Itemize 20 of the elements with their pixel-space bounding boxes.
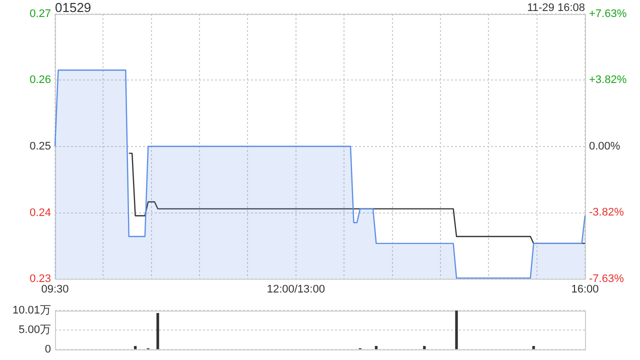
y-tick-label: 0.27	[30, 8, 51, 20]
y-tick-label: 0.25	[30, 140, 51, 152]
y-tick-label: 10.01万	[12, 304, 51, 317]
y-tick-label: 0.26	[30, 74, 51, 86]
x-tick-label: 16:00	[571, 283, 599, 296]
y-tick-label: 5.00万	[18, 324, 51, 336]
y2-tick-label: +3.82%	[589, 74, 627, 86]
y2-tick-label: -3.82%	[589, 206, 624, 219]
bar	[156, 313, 160, 350]
y2-tick-label: +7.63%	[589, 8, 627, 20]
chart-title: 01529	[55, 0, 92, 15]
y-tick-label: 0.23	[30, 272, 51, 285]
y2-tick-label: 0.00%	[589, 140, 620, 152]
y-tick-label: 0.24	[30, 206, 51, 219]
text: 11-29 16:08	[527, 2, 585, 14]
y-tick-label: 0	[44, 343, 51, 356]
x-tick-label: 09:30	[41, 283, 69, 296]
bar	[455, 310, 458, 350]
x-tick-label: 12:00/13:00	[266, 283, 325, 296]
y2-tick-label: -7.63%	[589, 272, 624, 285]
